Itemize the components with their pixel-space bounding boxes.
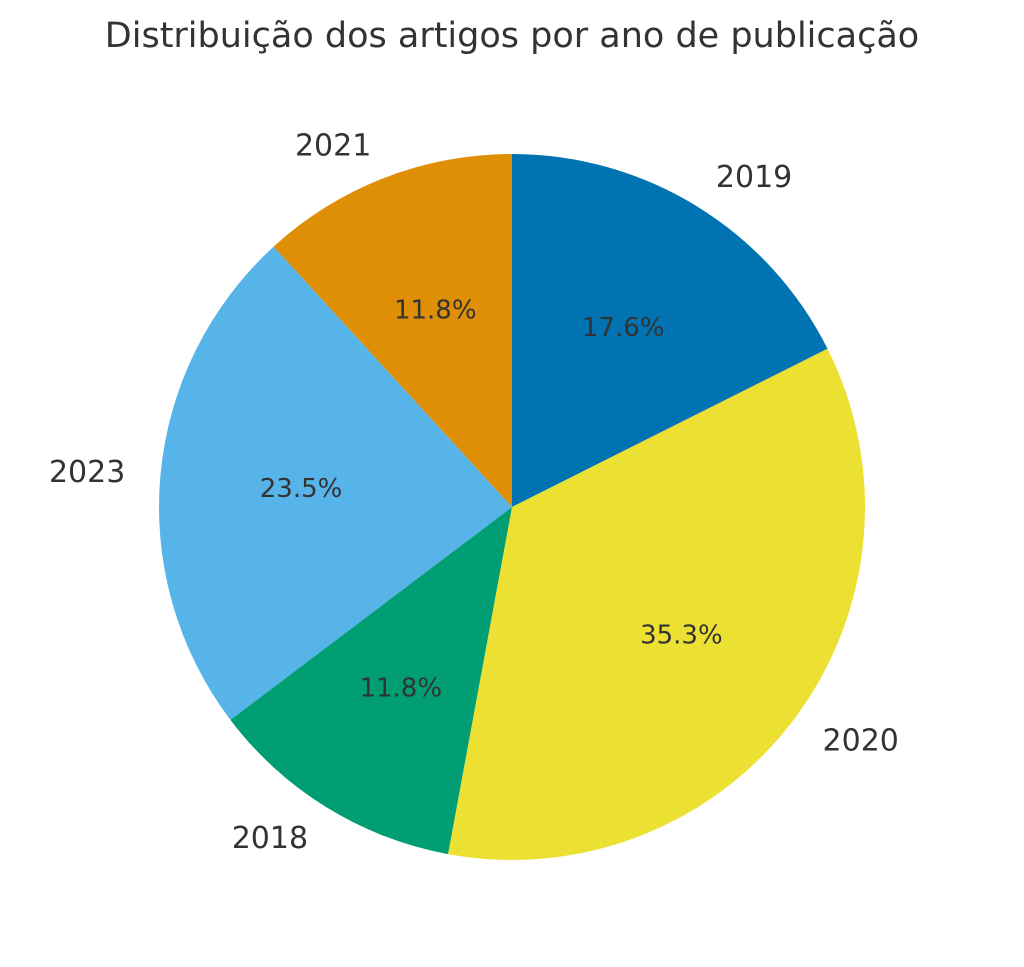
- chart-title: Distribuição dos artigos por ano de publ…: [104, 16, 920, 56]
- pie-slice-2020: [448, 348, 866, 861]
- slice-label-2018: 2018: [232, 821, 308, 856]
- slice-label-2019: 2019: [716, 160, 792, 195]
- pie-slice-2023: [159, 246, 512, 720]
- pie-slice-2021: [273, 154, 512, 507]
- slice-label-2023: 2023: [49, 455, 125, 490]
- pct-label-2020: 35.3%: [640, 620, 723, 650]
- slice-label-2021: 2021: [295, 129, 371, 164]
- pct-label-2019: 17.6%: [582, 313, 665, 343]
- pct-label-2018: 11.8%: [359, 673, 442, 703]
- slice-label-2020: 2020: [823, 724, 899, 759]
- pct-label-2023: 23.5%: [260, 474, 343, 504]
- pie-slice-2019: [512, 154, 828, 507]
- pct-label-2021: 11.8%: [394, 296, 477, 326]
- pie-slice-2018: [230, 507, 512, 855]
